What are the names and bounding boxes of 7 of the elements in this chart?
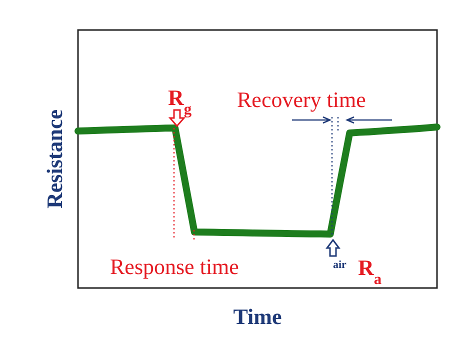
x-axis-title: Time bbox=[233, 304, 282, 329]
annotation: R$_{a}$ bbox=[358, 255, 382, 288]
annotation: Response time bbox=[110, 254, 239, 279]
text: Recovery time bbox=[237, 87, 366, 112]
y-axis-title: Resistance bbox=[42, 109, 67, 208]
annotation: air bbox=[333, 259, 347, 271]
text: R$_{g}$ bbox=[168, 85, 192, 118]
